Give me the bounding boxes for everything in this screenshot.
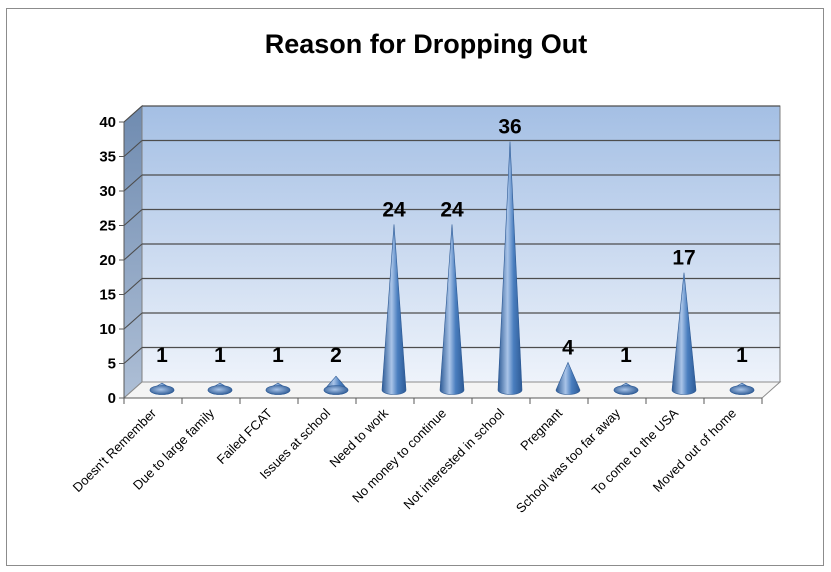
cone-body [381,224,407,395]
y-tick-label: 10 [99,321,116,338]
gridline-depth [123,140,143,157]
y-tick-label: 20 [99,252,116,269]
data-label: 24 [440,198,464,221]
data-label: 1 [156,344,168,367]
cone-8 [555,361,581,395]
data-label: 1 [214,344,226,367]
y-tick-label: 35 [99,149,116,166]
y-tick-label: 5 [108,356,116,373]
data-label: 4 [562,336,574,359]
cone-base [265,385,291,395]
cone-7 [497,141,523,395]
gridline-depth [123,209,143,226]
gridline-depth [123,278,143,295]
cone-3 [265,382,291,395]
x-tick-label: No money to continue [349,406,449,506]
chart-title: Reason for Dropping Out [265,29,587,59]
cone-body [555,361,581,395]
data-labels: 1 1 1 2 24 24 36 4 1 17 1 [156,116,748,367]
cone-4 [323,375,349,395]
gridline-depth [123,105,143,123]
gridline-depth [123,174,143,192]
data-label: 1 [272,344,284,367]
cone-2 [207,382,233,395]
gridline-depth [123,312,143,330]
y-tick-label: 15 [99,287,116,304]
y-axis: 0 5 10 15 20 25 30 35 40 [99,114,125,407]
x-tick-label: Need to work [326,405,391,470]
cone-body [671,272,697,395]
cone-11 [729,382,755,395]
cone-6 [439,224,465,395]
y-tick-label: 30 [99,183,116,200]
data-marks [149,141,755,395]
data-label: 2 [330,344,342,367]
x-tick-label: Pregnant [517,405,565,453]
y-tick-label: 25 [99,218,116,235]
gridlines [123,105,780,364]
cone-base [323,385,349,395]
data-label: 17 [672,247,695,270]
cone-base [613,385,639,395]
cone-body [439,224,465,395]
cone-base [729,385,755,395]
cone-5 [381,224,407,395]
y-tick-label: 40 [99,114,116,131]
data-label: 1 [620,344,632,367]
cone-body [497,141,523,395]
gridline-depth [123,347,143,364]
gridline-depth [123,243,143,261]
data-label: 24 [382,198,406,221]
cone-9 [613,382,639,395]
y-tick-label: 0 [108,390,116,407]
x-tick-label: School was too far away [513,405,624,516]
x-tick-label: Not interested in school [400,405,507,512]
x-tick-label: Failed FCAT [214,405,276,467]
data-label: 1 [736,344,748,367]
cone-10 [671,272,697,395]
cone-1 [149,382,175,395]
data-label: 36 [498,116,521,139]
cone-base [207,385,233,395]
cone-base [149,385,175,395]
